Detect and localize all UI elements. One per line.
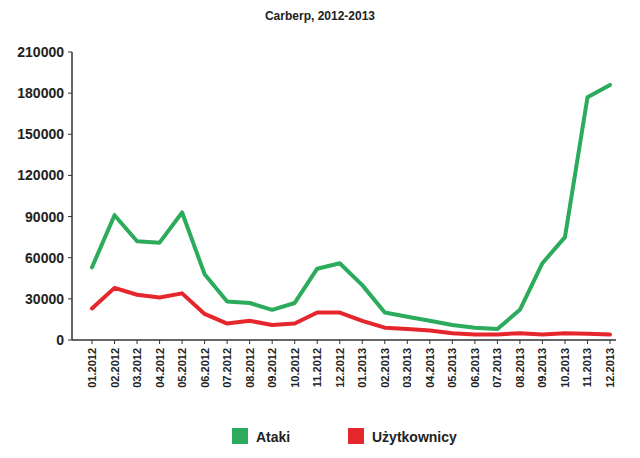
- x-tick-label: 03.2012: [131, 348, 143, 388]
- y-tick: [68, 216, 72, 217]
- y-tick-label: 0: [56, 332, 64, 348]
- y-tick: [68, 134, 72, 135]
- y-tick: [68, 52, 72, 53]
- x-tick: [339, 340, 340, 344]
- y-tick: [68, 257, 72, 258]
- x-tick: [272, 340, 273, 344]
- y-tick-label: 210000: [17, 44, 64, 60]
- x-tick-label: 04.2012: [154, 348, 166, 388]
- y-tick: [68, 340, 72, 341]
- x-tick-label: 07.2013: [491, 348, 503, 388]
- x-tick-label: 03.2013: [401, 348, 413, 388]
- x-tick-label: 07.2012: [221, 348, 233, 388]
- line-series: [92, 85, 610, 329]
- x-tick: [137, 340, 138, 344]
- x-tick-label: 11.2013: [581, 348, 593, 387]
- y-axis: [71, 52, 73, 340]
- x-tick-label: 12.2012: [334, 348, 346, 388]
- x-tick-label: 05.2012: [176, 348, 188, 388]
- x-axis: [72, 339, 616, 341]
- x-tick-label: 01.2013: [356, 348, 368, 388]
- x-tick-label: 01.2012: [86, 348, 98, 388]
- x-tick: [429, 340, 430, 344]
- y-tick: [68, 175, 72, 176]
- x-tick-label: 08.2012: [244, 348, 256, 388]
- line-series: [92, 288, 610, 335]
- x-tick: [384, 340, 385, 344]
- y-tick: [68, 93, 72, 94]
- x-tick: [542, 340, 543, 344]
- y-tick-label: 60000: [25, 250, 64, 266]
- chart: Carberp, 2012-2013 0 30000 60000 90000 120000…: [0, 0, 640, 458]
- x-tick-label: 12.2013: [604, 348, 616, 388]
- x-tick-label: 08.2013: [514, 348, 526, 388]
- legend-label: Ataki: [256, 429, 290, 445]
- x-tick: [587, 340, 588, 344]
- y-tick-label: 90000: [25, 209, 64, 225]
- x-tick-label: 06.2012: [199, 348, 211, 388]
- x-tick: [362, 340, 363, 344]
- x-tick: [204, 340, 205, 344]
- x-tick: [249, 340, 250, 344]
- x-tick: [519, 340, 520, 344]
- x-tick: [452, 340, 453, 344]
- y-tick-label: 30000: [25, 291, 64, 307]
- x-tick: [114, 340, 115, 344]
- x-tick: [294, 340, 295, 344]
- y-tick-label: 150000: [17, 126, 64, 142]
- x-tick: [159, 340, 160, 344]
- x-tick-label: 02.2013: [379, 348, 391, 388]
- x-tick: [610, 340, 611, 344]
- y-tick-label: 120000: [17, 167, 64, 183]
- legend-swatch: [348, 428, 364, 444]
- x-tick-label: 11.2012: [311, 348, 323, 387]
- legend-label: Użytkownicy: [372, 429, 457, 445]
- title: Carberp, 2012-2013: [265, 9, 375, 23]
- y-tick-label: 180000: [17, 85, 64, 101]
- x-tick-label: 02.2012: [109, 348, 121, 388]
- x-tick: [497, 340, 498, 344]
- plot-area: [92, 85, 610, 335]
- x-tick-label: 04.2013: [424, 348, 436, 388]
- x-tick: [474, 340, 475, 344]
- x-tick-label: 10.2012: [289, 348, 301, 388]
- legend-swatch: [232, 428, 248, 444]
- x-tick: [227, 340, 228, 344]
- x-tick-label: 06.2013: [469, 348, 481, 388]
- x-tick-label: 09.2012: [266, 348, 278, 388]
- x-tick-label: 10.2013: [559, 348, 571, 388]
- y-tick: [68, 298, 72, 299]
- x-tick: [317, 340, 318, 344]
- x-tick: [182, 340, 183, 344]
- x-tick: [564, 340, 565, 344]
- x-tick-label: 05.2013: [446, 348, 458, 388]
- x-tick: [92, 340, 93, 344]
- x-tick: [407, 340, 408, 344]
- x-tick-label: 09.2013: [536, 348, 548, 388]
